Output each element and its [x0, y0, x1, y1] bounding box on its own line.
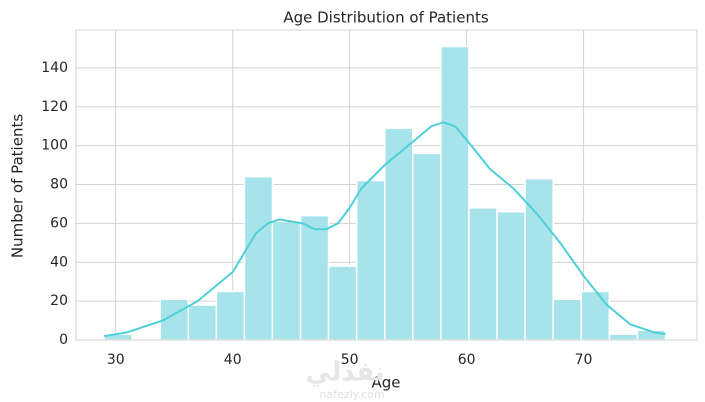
histogram-bar — [580, 290, 611, 341]
y-tick-label: 100 — [41, 138, 68, 154]
kde-line — [103, 121, 666, 338]
y-tick-label: 80 — [50, 177, 68, 193]
histogram-bar — [271, 220, 302, 341]
x-tick-label: 70 — [575, 352, 593, 368]
y-tick-label: 60 — [50, 215, 68, 231]
y-tick-label: 140 — [41, 60, 68, 76]
histogram-bar — [440, 45, 470, 341]
histogram-bar — [496, 210, 526, 341]
histogram-bar — [383, 127, 414, 341]
y-tick-label: 120 — [41, 99, 68, 115]
histogram-bar — [412, 152, 442, 341]
y-axis-label: Number of Patients — [9, 114, 27, 258]
x-tick-label: 40 — [224, 352, 242, 368]
chart-title: Age Distribution of Patients — [283, 9, 489, 27]
histogram-bar — [187, 304, 218, 341]
y-tick-label: 0 — [59, 332, 68, 348]
histogram-bar — [355, 179, 386, 341]
x-axis-label: Age — [371, 374, 400, 392]
watermark: nafezly.com — [319, 388, 384, 401]
y-tick-label: 20 — [50, 293, 68, 309]
histogram-bar — [243, 175, 274, 341]
histogram-bar — [608, 333, 639, 341]
x-tick-label: 30 — [107, 352, 125, 368]
histogram-bar — [215, 290, 246, 341]
histogram-bar — [552, 298, 582, 341]
histogram-bar — [327, 265, 358, 341]
histogram-bar — [468, 207, 498, 341]
histogram-bar — [299, 214, 330, 341]
watermark: نفذلي — [305, 358, 385, 388]
histogram-bar — [524, 177, 554, 341]
x-tick-label: 60 — [458, 352, 476, 368]
plot-border — [75, 29, 698, 341]
x-tick-label: 50 — [341, 352, 359, 368]
y-tick-label: 40 — [50, 254, 68, 270]
